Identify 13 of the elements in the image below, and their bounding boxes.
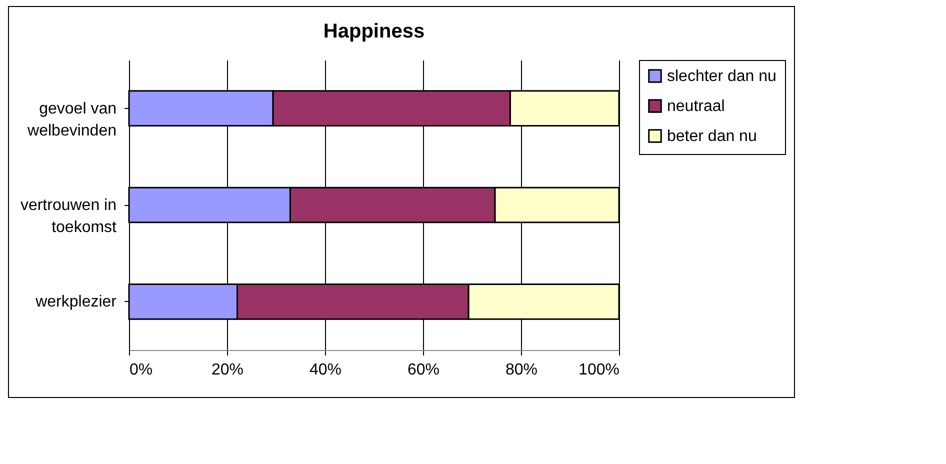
y-tick-label: werkplezier: [34, 294, 118, 311]
legend-label: neutraal: [667, 98, 725, 115]
x-tick-label: 40%: [309, 362, 342, 378]
x-tick-label: 0%: [130, 362, 153, 378]
chart-title: Happiness: [323, 20, 425, 42]
x-tick-label: 100%: [578, 362, 620, 378]
y-tick-label: vertrouwen in toekomst: [20, 197, 118, 236]
x-tick-label: 80%: [505, 362, 538, 378]
x-tick-label: 60%: [407, 362, 440, 378]
x-tick-label: 20%: [211, 362, 244, 378]
y-tick-label: gevoel van welbevinden: [26, 100, 116, 140]
legend-label: beter dan nu: [667, 128, 757, 145]
legend-label: slechter dan nu: [667, 68, 776, 85]
